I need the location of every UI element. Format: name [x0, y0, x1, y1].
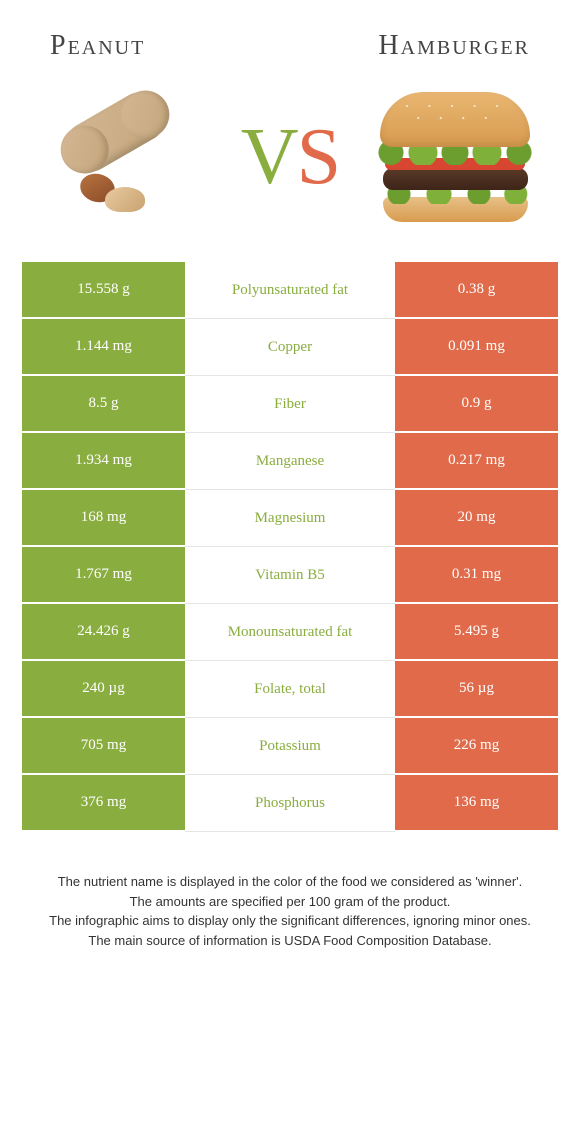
vs-s: S [297, 113, 340, 201]
hamburger-value: 20 mg [395, 490, 558, 547]
hamburger-value: 0.38 g [395, 262, 558, 319]
hamburger-value: 0.31 mg [395, 547, 558, 604]
nutrient-label: Magnesium [185, 490, 395, 547]
table-row: 24.426 gMonounsaturated fat5.495 g [22, 604, 558, 661]
nutrient-label: Folate, total [185, 661, 395, 718]
nutrient-label: Vitamin B5 [185, 547, 395, 604]
peanut-value: 15.558 g [22, 262, 185, 319]
footer-notes: The nutrient name is displayed in the co… [0, 832, 580, 970]
peanut-value: 240 µg [22, 661, 185, 718]
table-row: 1.767 mgVitamin B50.31 mg [22, 547, 558, 604]
peanut-value: 1.934 mg [22, 433, 185, 490]
nutrient-label: Copper [185, 319, 395, 376]
hamburger-value: 0.9 g [395, 376, 558, 433]
footer-line: The infographic aims to display only the… [30, 911, 550, 931]
vs-v: V [241, 113, 297, 201]
title-left: Peanut [50, 30, 145, 62]
nutrient-label: Fiber [185, 376, 395, 433]
table-row: 15.558 gPolyunsaturated fat0.38 g [22, 262, 558, 319]
hamburger-illustration [370, 82, 540, 232]
table-row: 8.5 gFiber0.9 g [22, 376, 558, 433]
footer-line: The nutrient name is displayed in the co… [30, 872, 550, 892]
hamburger-value: 0.091 mg [395, 319, 558, 376]
peanut-value: 376 mg [22, 775, 185, 832]
peanut-value: 1.767 mg [22, 547, 185, 604]
hamburger-value: 56 µg [395, 661, 558, 718]
table-row: 168 mgMagnesium20 mg [22, 490, 558, 547]
header-titles: Peanut Hamburger [0, 0, 580, 72]
nutrient-label: Monounsaturated fat [185, 604, 395, 661]
table-row: 1.144 mgCopper0.091 mg [22, 319, 558, 376]
vs-row: VS [0, 72, 580, 262]
peanut-illustration [40, 82, 210, 232]
nutrient-label: Manganese [185, 433, 395, 490]
title-right: Hamburger [378, 30, 530, 62]
hamburger-value: 226 mg [395, 718, 558, 775]
footer-line: The main source of information is USDA F… [30, 931, 550, 951]
comparison-table: 15.558 gPolyunsaturated fat0.38 g1.144 m… [22, 262, 558, 832]
vs-label: VS [241, 112, 339, 203]
hamburger-value: 0.217 mg [395, 433, 558, 490]
nutrient-label: Phosphorus [185, 775, 395, 832]
table-row: 1.934 mgManganese0.217 mg [22, 433, 558, 490]
table-row: 705 mgPotassium226 mg [22, 718, 558, 775]
table-row: 240 µgFolate, total56 µg [22, 661, 558, 718]
footer-line: The amounts are specified per 100 gram o… [30, 892, 550, 912]
hamburger-value: 5.495 g [395, 604, 558, 661]
peanut-value: 705 mg [22, 718, 185, 775]
peanut-value: 168 mg [22, 490, 185, 547]
nutrient-label: Polyunsaturated fat [185, 262, 395, 319]
peanut-value: 8.5 g [22, 376, 185, 433]
hamburger-value: 136 mg [395, 775, 558, 832]
peanut-value: 24.426 g [22, 604, 185, 661]
peanut-value: 1.144 mg [22, 319, 185, 376]
table-row: 376 mgPhosphorus136 mg [22, 775, 558, 832]
nutrient-label: Potassium [185, 718, 395, 775]
